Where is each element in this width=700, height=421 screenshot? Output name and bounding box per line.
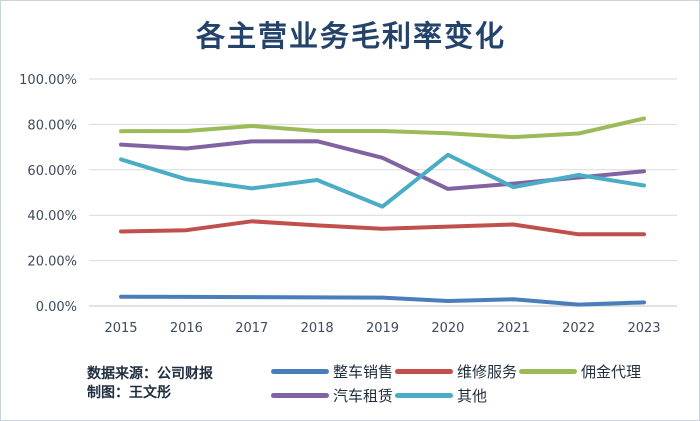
x-tick-label: 2016	[170, 321, 203, 336]
legend-swatch	[271, 369, 329, 374]
source-line: 数据来源：公司财报	[87, 366, 213, 382]
chart-title: 各主营业务毛利率变化	[195, 19, 506, 53]
legend-label: 汽车租赁	[333, 387, 394, 405]
x-tick-label: 2019	[366, 321, 399, 336]
legend-item: 整车销售	[271, 361, 393, 382]
legend-swatch	[395, 393, 453, 398]
x-tick-label: 2023	[627, 321, 660, 336]
y-tick-label: 40.00%	[27, 209, 77, 224]
x-tick-label: 2020	[431, 321, 464, 336]
y-tick-label: 0.00%	[36, 300, 77, 315]
legend-swatch	[271, 393, 329, 398]
legend-label: 佣金代理	[581, 363, 642, 381]
y-tick-label: 60.00%	[27, 164, 77, 179]
x-tick-label: 2021	[497, 321, 530, 336]
legend-item: 其他	[395, 385, 487, 406]
line-chart: 0.00% 20.00% 40.00% 60.00% 80.00% 100.00% 2015…	[19, 73, 677, 336]
legend-swatch	[519, 369, 577, 374]
y-tick-label: 20.00%	[27, 255, 77, 270]
legend-item: 汽车租赁	[271, 385, 393, 406]
x-tick-label: 2017	[235, 321, 268, 336]
source-note: 数据来源：公司财报 制图：王文彤	[87, 365, 213, 403]
x-tick-label: 2015	[104, 321, 137, 336]
series-line	[119, 294, 646, 307]
legend-swatch	[395, 369, 453, 374]
legend-label: 其他	[457, 387, 488, 405]
legend-label: 整车销售	[333, 363, 394, 381]
y-tick-label: 100.00%	[19, 73, 77, 88]
series-line	[119, 219, 646, 237]
x-tick-label: 2022	[562, 321, 595, 336]
legend-label: 维修服务	[457, 363, 518, 381]
series-line	[119, 116, 646, 140]
series-line	[119, 152, 646, 209]
y-tick-label: 80.00%	[27, 118, 77, 133]
author-line: 制图：王文彤	[87, 385, 171, 401]
legend-item: 佣金代理	[519, 361, 641, 382]
legend-item: 维修服务	[395, 361, 517, 382]
x-tick-label: 2018	[301, 321, 334, 336]
